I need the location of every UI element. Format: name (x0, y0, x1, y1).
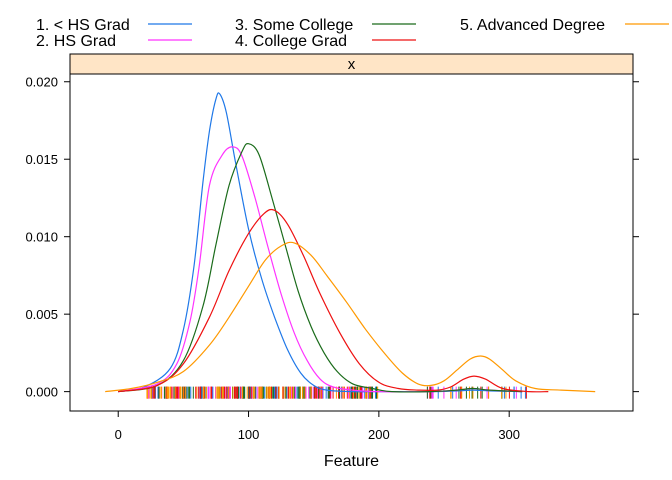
panel-strip-label: x (348, 56, 356, 73)
plot-panel-border (69, 73, 634, 412)
axes: 0 100 200 300 0.000 0.005 0.010 0.015 0.020 (25, 75, 639, 442)
density-lines (105, 92, 596, 393)
x-axis-title: Feature (324, 453, 379, 470)
legend-label-series-4: 4. College Grad (235, 33, 347, 50)
density-line-series-3 (118, 143, 523, 393)
x-tick-label: 300 (498, 427, 520, 442)
legend-label-series-2: 2. HS Grad (36, 33, 116, 50)
density-line-series-5 (105, 241, 596, 393)
legend-label-series-3: 3. Some College (235, 17, 353, 34)
density-line-series-2 (118, 146, 523, 393)
panel-strip: x (69, 53, 634, 75)
legend-label-series-1: 1. < HS Grad (36, 17, 130, 34)
legend-label-series-5: 5. Advanced Degree (460, 17, 605, 34)
x-tick-label: 0 (115, 427, 122, 442)
y-tick-label: 0.020 (25, 75, 58, 90)
y-tick-label: 0.015 (25, 152, 58, 167)
x-tick-label: 100 (238, 427, 260, 442)
y-tick-label: 0.000 (25, 385, 58, 400)
y-tick-label: 0.010 (25, 230, 58, 245)
y-tick-label: 0.005 (25, 307, 58, 322)
density-line-series-4 (118, 208, 549, 393)
x-tick-label: 200 (368, 427, 390, 442)
